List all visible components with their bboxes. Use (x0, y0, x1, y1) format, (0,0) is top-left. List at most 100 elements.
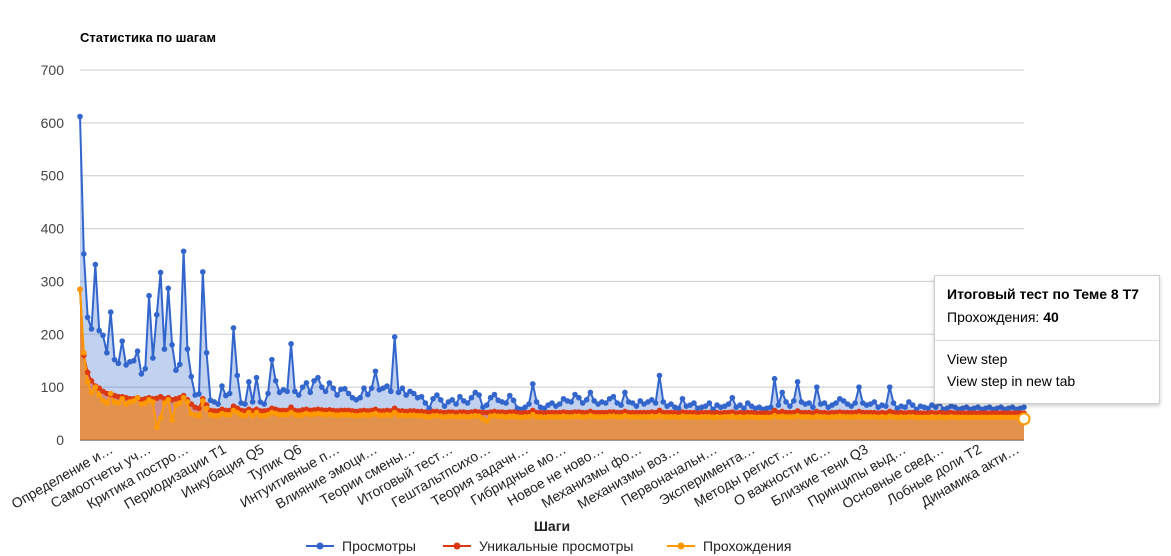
data-point[interactable] (276, 411, 283, 418)
data-point[interactable] (595, 413, 601, 420)
data-point[interactable] (165, 397, 172, 403)
data-point[interactable] (146, 292, 152, 299)
data-point[interactable] (572, 409, 578, 415)
legend-item[interactable]: Просмотры (306, 538, 416, 554)
data-point[interactable] (641, 413, 647, 420)
data-point[interactable] (606, 413, 613, 420)
data-point[interactable] (725, 401, 732, 407)
data-point[interactable] (579, 409, 586, 416)
data-point[interactable] (219, 383, 225, 389)
data-point[interactable] (990, 410, 997, 416)
data-point[interactable] (959, 414, 966, 421)
data-point[interactable] (249, 399, 256, 405)
data-point[interactable] (625, 409, 632, 416)
data-point[interactable] (295, 392, 302, 398)
data-point[interactable] (913, 410, 920, 416)
data-point[interactable] (817, 409, 824, 416)
data-point[interactable] (591, 409, 598, 416)
data-point[interactable] (664, 413, 670, 420)
data-point[interactable] (860, 409, 866, 416)
data-point[interactable] (130, 398, 137, 404)
data-point[interactable] (77, 113, 83, 120)
data-point[interactable] (280, 411, 287, 418)
data-point[interactable] (683, 413, 690, 420)
data-point[interactable] (506, 413, 513, 420)
data-point[interactable] (399, 385, 406, 392)
data-point[interactable] (180, 248, 187, 255)
data-point[interactable] (345, 390, 352, 397)
data-point[interactable] (702, 409, 709, 416)
data-point[interactable] (330, 385, 337, 392)
data-point[interactable] (744, 413, 751, 420)
data-point[interactable] (153, 424, 160, 431)
data-point[interactable] (579, 400, 586, 406)
data-point[interactable] (503, 400, 509, 406)
data-point[interactable] (411, 390, 417, 397)
data-point[interactable] (1005, 414, 1012, 421)
data-point[interactable] (457, 413, 463, 420)
data-point[interactable] (787, 409, 793, 416)
data-point[interactable] (760, 410, 766, 416)
data-point[interactable] (1013, 410, 1020, 416)
data-point[interactable] (119, 395, 126, 402)
data-point[interactable] (257, 412, 264, 419)
data-point[interactable] (756, 410, 763, 416)
data-point[interactable] (660, 399, 667, 405)
data-point[interactable] (161, 346, 168, 352)
data-point[interactable] (840, 409, 847, 416)
data-point[interactable] (533, 399, 540, 405)
data-point[interactable] (660, 409, 667, 416)
data-point[interactable] (522, 409, 528, 416)
data-point[interactable] (169, 417, 175, 423)
data-point[interactable] (821, 400, 828, 406)
legend-item[interactable]: Уникальные просмотры (443, 538, 634, 554)
data-point[interactable] (652, 400, 659, 406)
data-point[interactable] (92, 261, 99, 268)
data-point[interactable] (867, 409, 874, 416)
data-point[interactable] (430, 408, 436, 415)
data-point[interactable] (495, 413, 502, 420)
data-point[interactable] (196, 391, 202, 397)
data-point[interactable] (848, 413, 855, 420)
data-point[interactable] (994, 410, 1000, 416)
data-point[interactable] (840, 413, 847, 420)
data-point[interactable] (687, 413, 693, 420)
data-point[interactable] (153, 311, 160, 318)
view-step-new-tab-link[interactable]: View step in new tab (947, 373, 1076, 389)
data-point[interactable] (790, 398, 797, 404)
data-point[interactable] (986, 414, 993, 421)
data-point[interactable] (357, 394, 363, 401)
data-point[interactable] (176, 400, 183, 406)
data-point[interactable] (721, 413, 728, 420)
data-point[interactable] (829, 409, 835, 416)
data-point[interactable] (940, 410, 947, 416)
data-point[interactable] (226, 411, 233, 418)
data-point[interactable] (161, 400, 168, 406)
data-point[interactable] (906, 413, 912, 420)
data-point[interactable] (234, 372, 241, 379)
data-point[interactable] (614, 409, 621, 416)
data-point[interactable] (729, 394, 736, 401)
data-point[interactable] (315, 374, 321, 381)
data-point[interactable] (437, 397, 444, 403)
data-point[interactable] (794, 379, 801, 385)
data-point[interactable] (215, 401, 221, 407)
data-point[interactable] (169, 342, 175, 348)
data-point[interactable] (341, 407, 348, 414)
data-point[interactable] (200, 398, 206, 404)
data-point[interactable] (737, 402, 743, 408)
data-point[interactable] (522, 404, 528, 411)
data-point[interactable] (119, 338, 126, 344)
data-point[interactable] (955, 410, 962, 416)
data-point[interactable] (338, 411, 344, 418)
data-point[interactable] (986, 410, 993, 416)
data-point[interactable] (157, 269, 164, 276)
data-point[interactable] (706, 400, 713, 406)
data-point[interactable] (637, 409, 644, 416)
data-point[interactable] (756, 414, 763, 421)
data-point[interactable] (906, 409, 912, 416)
data-point[interactable] (180, 394, 187, 401)
data-point[interactable] (184, 346, 191, 352)
data-point[interactable] (88, 389, 95, 396)
data-point[interactable] (572, 413, 578, 420)
